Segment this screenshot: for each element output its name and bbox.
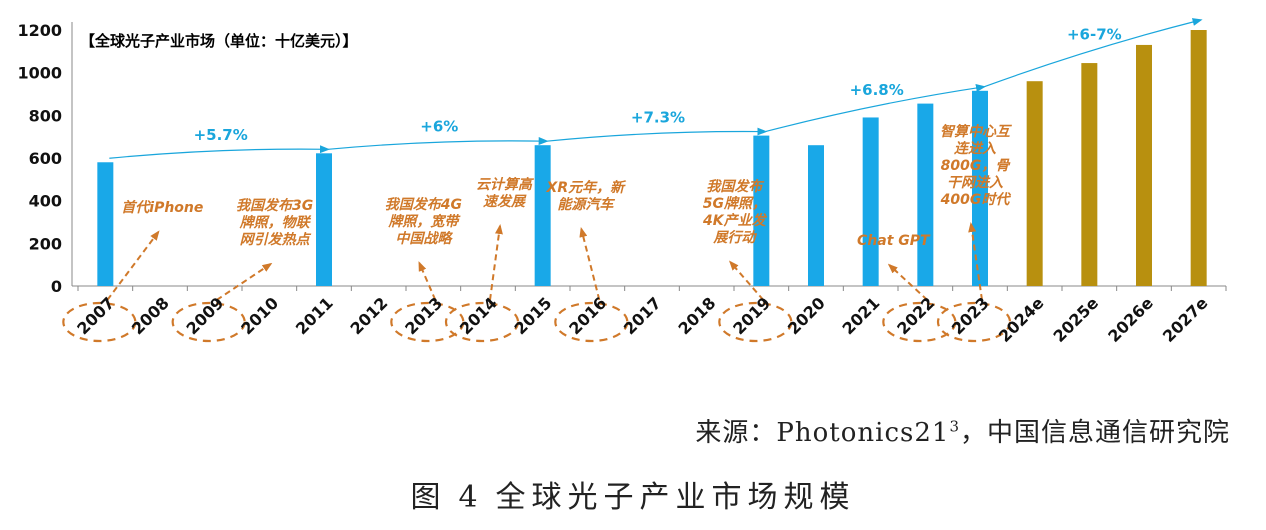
growth-segment [327, 137, 549, 150]
milestone-note-2022: Chat GPT [857, 233, 931, 249]
y-tick-label: 400 [29, 192, 62, 211]
bar-2023 [972, 90, 988, 286]
x-tick-label: 2019 [729, 293, 774, 338]
source-note: 来源：Photonics213，中国信息通信研究院 [695, 417, 1230, 448]
milestone-circle-2022 [882, 301, 957, 343]
milestone-note-2019: 我国发布 5G牌照， 4K产业发展行动 [702, 178, 768, 246]
bar-2019 [753, 135, 770, 286]
milestone-circle-2019 [718, 301, 793, 343]
bar-2007 [97, 162, 114, 286]
milestone-pointer [106, 230, 160, 301]
x-axis-labels: 2007 2008 2009 2010 2011 2012 2013 2014 2015 2016… [73, 293, 1211, 346]
milestone-pointer [579, 227, 601, 301]
bar-2025e [1081, 63, 1098, 286]
x-tick-label: 2026e [1104, 293, 1157, 346]
x-tick-label: 2009 [183, 293, 228, 338]
growth-label: +6-7% [1067, 25, 1122, 43]
x-tick-label: 2016 [565, 293, 610, 338]
milestone-circle-2007 [62, 301, 137, 343]
x-tick-label: 2018 [675, 293, 720, 338]
bar-2011 [316, 153, 332, 286]
bar-2022 [917, 103, 934, 286]
milestone-pointer [489, 224, 503, 301]
growth-label: +6.8% [850, 81, 904, 99]
y-tick-label: 1000 [17, 64, 62, 83]
x-tick-label: 2011 [292, 293, 337, 338]
x-tick-label: 2027e [1159, 293, 1212, 346]
y-tick-label: 600 [29, 149, 62, 168]
y-tick-label: 200 [29, 234, 62, 253]
milestone-annotations: 首代iPhone 我国发布3G 牌照，物联网引发热点 我国发布4G 牌照，宽带中国战略云… [62, 123, 1012, 343]
growth-label: +6% [420, 117, 458, 135]
milestone-pointer [729, 260, 765, 301]
milestone-note-2023: 智算中心互连进入 800G，骨干网进入 400G时代 [940, 123, 1012, 208]
x-tick-label: 2021 [839, 293, 884, 338]
x-tick-label: 2022 [893, 293, 938, 338]
growth-label: +5.7% [194, 126, 248, 144]
figure-caption: 图 4 全球光子产业市场规模 [410, 480, 856, 515]
x-tick-label: 2024e [995, 293, 1048, 346]
milestone-note-2013: 我国发布4G 牌照，宽带中国战略 [385, 196, 462, 247]
milestone-pointer [418, 261, 437, 301]
growth-segment [546, 127, 768, 142]
bar-chart: 【全球光子产业市场（单位：十亿美元）】 0 200 400 600 800 1000 120… [17, 18, 1227, 346]
bar-2020 [808, 145, 824, 286]
bar-2015 [534, 145, 551, 286]
growth-segment [983, 18, 1203, 88]
bar-2021 [862, 117, 879, 286]
growth-segment [765, 84, 986, 133]
milestone-circle-2009 [171, 301, 246, 343]
bar-2024e [1026, 81, 1043, 286]
bar-2027e [1190, 30, 1207, 286]
milestone-circle-2014 [444, 301, 520, 343]
x-tick-label: 2013 [401, 293, 446, 338]
x-tick-label: 2012 [347, 293, 392, 338]
axes: 0 200 400 600 800 1000 1200 [17, 21, 1227, 296]
growth-segment [109, 145, 330, 159]
milestone-note-2014: 云计算高速发展 [476, 176, 535, 210]
x-tick-label: 2007 [73, 293, 118, 338]
milestone-note-2009: 我国发布3G 牌照，物联网引发热点 [236, 197, 313, 248]
growth-trend: +5.7% +6% +7.3% +6.8% +6-7% [109, 18, 1203, 159]
milestone-circle-2023 [936, 301, 1012, 343]
bars [97, 30, 1207, 286]
chart-title: 【全球光子产业市场（单位：十亿美元）】 [80, 32, 358, 50]
y-tick-label: 0 [51, 277, 62, 296]
milestone-circle-2016 [554, 301, 629, 343]
milestone-pointer [887, 263, 929, 301]
x-tick-label: 2025e [1050, 293, 1103, 346]
milestone-note-2007: 首代iPhone [121, 199, 203, 216]
milestone-pointer [216, 262, 273, 301]
growth-label: +7.3% [631, 108, 685, 126]
milestone-circle-2013 [390, 301, 465, 343]
milestone-pointer [968, 222, 983, 301]
y-tick-label: 800 [29, 106, 62, 125]
milestone-note-2016: XR元年，新能源汽车 [546, 179, 628, 213]
bar-2026e [1136, 44, 1152, 286]
y-tick-label: 1200 [17, 21, 62, 40]
